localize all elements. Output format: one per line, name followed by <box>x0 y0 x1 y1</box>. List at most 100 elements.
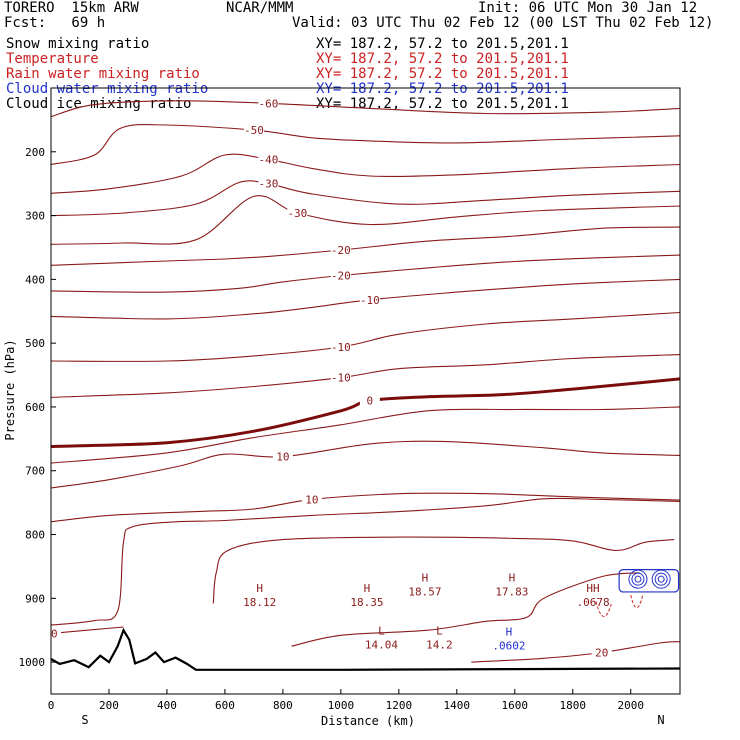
extremum-value: 14.04 <box>365 639 398 652</box>
isotherm-line <box>291 572 640 647</box>
x-tick-label: 200 <box>99 699 119 712</box>
extremum-value: 14.2 <box>426 639 453 652</box>
plot-area: -60 -50 -40 -30 -30 -20 -20 -10 -10 -10 0 10 10 10 20 H… <box>51 97 680 671</box>
isotherm-label: 10 <box>276 451 289 464</box>
y-tick-label: 900 <box>25 592 45 605</box>
y-tick-label: 800 <box>25 529 45 542</box>
x-tick-label: 1800 <box>560 699 587 712</box>
isotherm-label-bg <box>591 646 612 659</box>
legend-xy-cloud-water: XY= 187.2, 57.2 to 201.5,201.1 <box>316 81 569 97</box>
legend-xy-rain: XY= 187.2, 57.2 to 201.5,201.1 <box>316 66 569 82</box>
cloud-water-contour <box>628 569 648 589</box>
isotherm-label-bg <box>258 97 279 110</box>
isotherm-line <box>51 492 680 523</box>
isotherm-label: -60 <box>258 97 278 110</box>
isotherm-line <box>51 226 680 266</box>
isotherm-label: -50 <box>244 124 264 137</box>
isotherm-label: -20 <box>331 270 351 283</box>
extremum-type: L <box>436 625 443 638</box>
plot-frame <box>50 87 681 695</box>
init-time: Init: 06 UTC Mon 30 Jan 12 <box>478 0 698 16</box>
isotherm-line <box>51 497 680 626</box>
isotherm-label: -30 <box>287 207 307 220</box>
isotherm-label: -30 <box>258 178 278 191</box>
rain-water-contour <box>595 601 613 618</box>
extremum-value: 18.57 <box>408 586 441 599</box>
extremum-type: H <box>422 572 429 585</box>
isotherm-line <box>51 153 680 194</box>
isotherm-label-bg <box>51 627 61 640</box>
isotherm-label-bg <box>359 394 380 407</box>
y-tick-label: 400 <box>25 273 45 286</box>
y-tick-label: 1000 <box>19 656 46 669</box>
isotherm-label-bg <box>258 177 279 190</box>
x-tick-label: 400 <box>157 699 177 712</box>
extremum-value: .0678 <box>576 596 609 609</box>
x-tick-label: 1200 <box>386 699 413 712</box>
isotherm-line <box>51 254 680 293</box>
isotherm-label: -20 <box>331 244 351 257</box>
extremum-type: H <box>506 625 513 638</box>
isotherm-label-bg <box>243 124 264 137</box>
axes: 0 200 400 600 800 1000 1200 1400 1600 1800 2000200… <box>19 146 644 712</box>
extremum-type: H <box>256 582 263 595</box>
isotherm-line <box>51 311 680 362</box>
extremum-value: 18.12 <box>243 596 276 609</box>
isotherm-label: 0 <box>367 395 374 408</box>
isotherm-line <box>51 180 680 217</box>
isotherm-label: -10 <box>331 372 351 385</box>
extremum-type: HH <box>586 582 599 595</box>
isotherm-line <box>51 124 680 166</box>
isotherm-line <box>51 354 680 398</box>
org-title: NCAR/MMM <box>226 0 294 16</box>
isotherm-label-bg <box>359 293 380 306</box>
y-tick-label: 300 <box>25 210 45 223</box>
isotherm-label-bg <box>301 493 322 506</box>
extremum-type: H <box>364 582 371 595</box>
y-tick-label: 700 <box>25 465 45 478</box>
extremum-value: 18.35 <box>350 596 383 609</box>
north-end-label: N <box>657 713 664 727</box>
isotherm-label-bg <box>330 371 351 384</box>
cloud-water-contour <box>657 575 665 583</box>
x-axis-label: Distance (km) <box>321 714 415 728</box>
y-axis-label: Pressure (hPa) <box>3 339 17 440</box>
x-tick-label: 1400 <box>444 699 471 712</box>
model-title: TORERO 15km ARW <box>4 0 139 16</box>
legend-label-temperature: Temperature <box>6 51 99 67</box>
y-tick-label: 200 <box>25 146 45 159</box>
cloud-water-contour <box>651 569 671 589</box>
isotherm-line <box>51 377 680 448</box>
x-tick-label: 600 <box>215 699 235 712</box>
extremum-value: 17.83 <box>495 586 528 599</box>
isotherm-label: 20 <box>595 647 608 660</box>
valid-time: Valid: 03 UTC Thu 02 Feb 12 (00 LST Thu … <box>292 15 714 31</box>
isotherm-label: -40 <box>258 153 278 166</box>
isotherm-label-bg <box>330 244 351 257</box>
isotherm-line <box>51 100 680 118</box>
legend-label-rain: Rain water mixing ratio <box>6 66 200 82</box>
isotherm-line <box>212 536 675 604</box>
forecast-hour: Fcst: 69 h <box>4 15 106 31</box>
legend-label-cloud-water: Cloud water mixing ratio <box>6 81 209 97</box>
isotherm-line <box>51 195 680 245</box>
cloud-water-contour <box>631 572 645 586</box>
x-tick-label: 1000 <box>328 699 355 712</box>
extremum-value: .0602 <box>492 639 525 652</box>
isotherm-label-bg <box>258 153 279 166</box>
isotherm-line <box>51 440 680 489</box>
isotherm-line <box>51 626 124 634</box>
x-tick-label: 2000 <box>617 699 644 712</box>
y-tick-label: 500 <box>25 337 45 350</box>
isotherm-label: -10 <box>331 341 351 354</box>
south-end-label: S <box>81 713 88 727</box>
isotherm-line <box>51 406 680 464</box>
extremum-type: H <box>509 572 516 585</box>
isotherm-label-bg <box>287 207 308 220</box>
legend-label-snow: Snow mixing ratio <box>6 36 150 52</box>
isotherm-label: 10 <box>305 493 318 506</box>
legend-xy-temperature: XY= 187.2, 57.2 to 201.5,201.1 <box>316 51 569 67</box>
extremum-type: L <box>378 625 385 638</box>
cloud-water-contour <box>634 575 642 583</box>
